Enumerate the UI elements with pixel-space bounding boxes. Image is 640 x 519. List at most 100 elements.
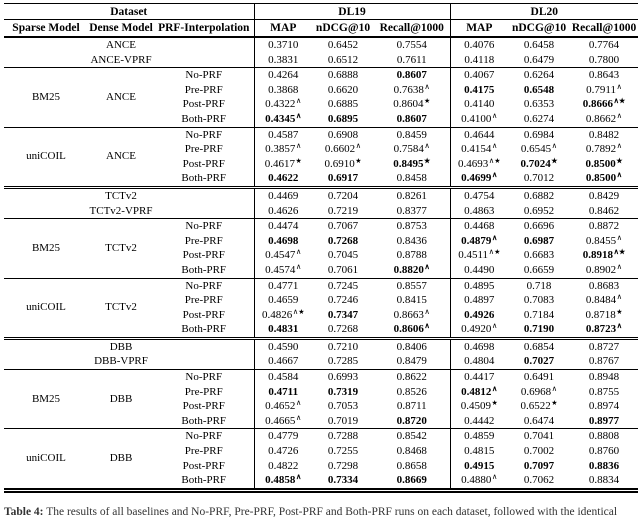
- metric-value: 0.6987: [508, 234, 570, 249]
- prf-interpolation-label: Post-PRF: [182, 308, 225, 321]
- metric-number: 0.7285: [327, 355, 359, 368]
- metric-value: 0.8261: [374, 187, 450, 203]
- prf-interpolation-label: Post-PRF: [182, 98, 225, 111]
- metric-value: 0.7012: [508, 171, 571, 189]
- metric-number: 0.6274: [523, 112, 555, 125]
- metric-value: 0.8902∧: [570, 262, 639, 279]
- metric-number: 0.6885: [327, 98, 359, 111]
- caption-text: The results of all baselines and No-PRF,…: [46, 506, 618, 518]
- metric-value: 0.6910★: [312, 157, 374, 172]
- lambda-marker-icon: ∧: [491, 171, 498, 180]
- prf-interpolation-label: Both-PRF: [154, 473, 254, 493]
- significance-marker: ★: [295, 157, 301, 165]
- lambda-marker-icon: ∧: [295, 248, 302, 257]
- metric-number: 0.7319: [327, 385, 359, 398]
- result-row: Both-PRF 0.4831 0.7268 0.8606∧ 0.4920∧ 0.7190…: [4, 322, 639, 340]
- metric-number: 0.8500: [585, 172, 617, 185]
- metric-value: 0.6683: [508, 248, 570, 263]
- significance-marker: ∧: [424, 322, 430, 330]
- metric-value: 0.4118: [449, 52, 509, 69]
- sparse-model-cell: [4, 203, 88, 220]
- metric-value: 0.8666∧★: [570, 97, 638, 112]
- metric-number: 0.7246: [327, 294, 359, 307]
- lambda-marker-icon: ∧: [491, 142, 498, 151]
- metric-number: 0.8455: [585, 234, 617, 247]
- sparse-model-cell: [4, 37, 88, 53]
- col-header-dl19-map: MAP: [253, 19, 312, 38]
- metric-value: 0.4322∧: [253, 97, 312, 112]
- metric-number: 0.6908: [327, 128, 359, 141]
- metric-number: 0.4509: [460, 400, 492, 413]
- metric-number: 0.6987: [523, 234, 555, 247]
- metric-value: 0.8500∧: [570, 171, 639, 189]
- metric-number: 0.8760: [588, 445, 620, 458]
- metric-value: 0.7334: [312, 473, 374, 493]
- metric-value: 0.718: [508, 278, 570, 293]
- metric-value: 0.8977: [570, 413, 639, 430]
- metric-number: 0.4667: [268, 355, 299, 368]
- metric-number: 0.7204: [327, 189, 359, 202]
- metric-number: 0.6522: [520, 400, 551, 413]
- metric-number: 0.4076: [464, 39, 495, 51]
- metric-value: 0.7638∧: [374, 83, 450, 98]
- significance-marker: ∧: [296, 473, 302, 481]
- metric-value: 0.4771: [253, 278, 312, 294]
- prf-interpolation-label: Pre-PRF: [184, 294, 223, 307]
- star-marker-icon: ★: [295, 156, 302, 165]
- metric-number: 0.4067: [464, 69, 495, 82]
- star-marker-icon: ★: [355, 156, 362, 165]
- metric-number: 0.8468: [396, 445, 427, 458]
- significance-marker: ∧★: [489, 248, 501, 256]
- result-row: Pre-PRF 0.4698 0.7268 0.8436 0.4879∧ 0.6987 0.…: [4, 233, 638, 249]
- dense-model-name: DBB-VPRF: [88, 354, 154, 371]
- metric-value: 0.8468: [374, 444, 450, 459]
- metric-value: 0.4442: [449, 413, 509, 430]
- metric-number: 0.8727: [588, 340, 620, 353]
- metric-value: 0.6620: [312, 83, 374, 98]
- metric-number: 0.8436: [396, 234, 427, 247]
- sparse-model-cell: [4, 52, 88, 69]
- metric-number: 0.4644: [464, 128, 495, 141]
- significance-marker: ∧: [492, 142, 498, 150]
- metric-number: 0.7053: [327, 400, 359, 413]
- metric-value: 0.6952: [508, 203, 571, 220]
- metric-number: 0.4617: [264, 157, 295, 170]
- metric-number: 0.6548: [523, 83, 555, 96]
- metric-number: 0.4812: [461, 385, 492, 398]
- significance-marker: ∧: [552, 385, 558, 393]
- prf-interpolation-cell: [154, 187, 254, 203]
- metric-value: 0.7041: [508, 429, 570, 444]
- sparse-model-name: BM25: [4, 369, 88, 430]
- lambda-marker-icon: ∧: [491, 233, 498, 242]
- metric-value: 0.3710: [253, 37, 312, 53]
- metric-value: 0.8808: [570, 429, 638, 444]
- metric-number: 0.8902: [585, 263, 617, 276]
- baseline-row: ANCE 0.3710 0.6452 0.7554 0.4076 0.6458 0.7764: [4, 37, 638, 53]
- metric-value: 0.4726: [253, 444, 312, 459]
- lambda-marker-icon: ∧: [424, 322, 430, 331]
- sparse-model-cell: [4, 354, 88, 371]
- metric-value: 0.4858∧: [253, 473, 312, 493]
- lambda-marker-icon: ∧: [424, 142, 430, 151]
- metric-number: 0.4726: [268, 445, 299, 458]
- metric-number: 0.8607: [396, 69, 427, 82]
- metric-number: 0.4859: [464, 430, 495, 443]
- star-marker-icon: ★: [551, 399, 558, 408]
- metric-number: 0.8526: [396, 385, 427, 398]
- lambda-marker-icon: ∧: [616, 111, 623, 120]
- result-row: BM25 DBB No-PRF 0.4584 0.6993 0.8622 0.4417 0.6…: [4, 369, 638, 430]
- metric-number: 0.6993: [327, 371, 359, 384]
- metric-value: 0.8406: [374, 338, 450, 354]
- metric-value: 0.8788: [374, 248, 450, 263]
- lambda-marker-icon: ∧: [424, 307, 430, 316]
- metric-number: 0.7027: [523, 355, 555, 368]
- metric-number: 0.8607: [396, 112, 427, 125]
- metric-number: 0.8459: [396, 128, 427, 141]
- metric-number: 0.4895: [464, 279, 495, 292]
- sparse-model-name: uniCOIL: [4, 127, 88, 189]
- metric-value: 0.8767: [570, 354, 639, 371]
- metric-value: 0.4812∧: [449, 384, 509, 400]
- star-marker-icon: ★: [616, 156, 623, 165]
- metric-number: 0.4879: [461, 234, 492, 247]
- metric-value: 0.6885: [312, 97, 374, 112]
